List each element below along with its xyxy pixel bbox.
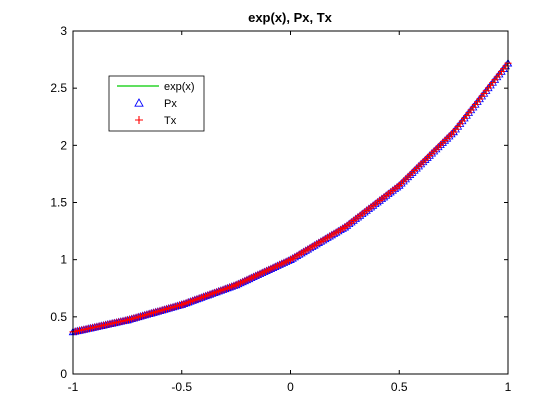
- series-tx: [69, 59, 512, 336]
- legend-item-px: Px: [134, 98, 177, 110]
- y-tick-label: 2.5: [50, 81, 67, 95]
- x-tick-label: 0: [287, 380, 294, 394]
- data-point: [395, 181, 403, 189]
- legend-label: exp(x): [164, 81, 195, 93]
- legend-label: Px: [164, 98, 177, 110]
- y-tick-label: 1: [60, 253, 67, 267]
- data-layer: [68, 58, 513, 336]
- x-tick-label: -1: [68, 380, 79, 394]
- data-point: [287, 256, 294, 264]
- y-tick-label: 2: [60, 138, 67, 152]
- legend-plus-swatch: [135, 116, 143, 124]
- x-tick-label: -0.5: [171, 380, 192, 394]
- legend-triangle-swatch: [134, 98, 144, 107]
- chart-title: exp(x), Px, Tx: [248, 10, 333, 25]
- x-tick-label: 1: [505, 380, 512, 394]
- legend: exp(x) Px Tx: [108, 75, 205, 132]
- data-point: [178, 301, 186, 309]
- data-point: [450, 128, 458, 136]
- y-tick-label: 0: [60, 367, 67, 381]
- data-point: [123, 316, 131, 324]
- y-tick-label: 0.5: [50, 310, 67, 324]
- x-axis-ticks: -1 -0.5 0 0.5 1: [68, 31, 512, 394]
- legend-item-exp-x-: exp(x): [117, 81, 195, 93]
- legend-box: [108, 75, 205, 132]
- x-tick-label: 0.5: [391, 380, 408, 394]
- y-tick-label: 3: [60, 24, 67, 38]
- legend-label: Tx: [164, 115, 177, 127]
- data-point: [341, 223, 349, 231]
- data-point: [232, 281, 240, 289]
- y-tick-label: 1.5: [50, 196, 67, 210]
- y-axis-ticks: 0 0.5 1 1.5 2 2.5 3: [50, 24, 508, 381]
- legend-item-tx: Tx: [135, 115, 177, 127]
